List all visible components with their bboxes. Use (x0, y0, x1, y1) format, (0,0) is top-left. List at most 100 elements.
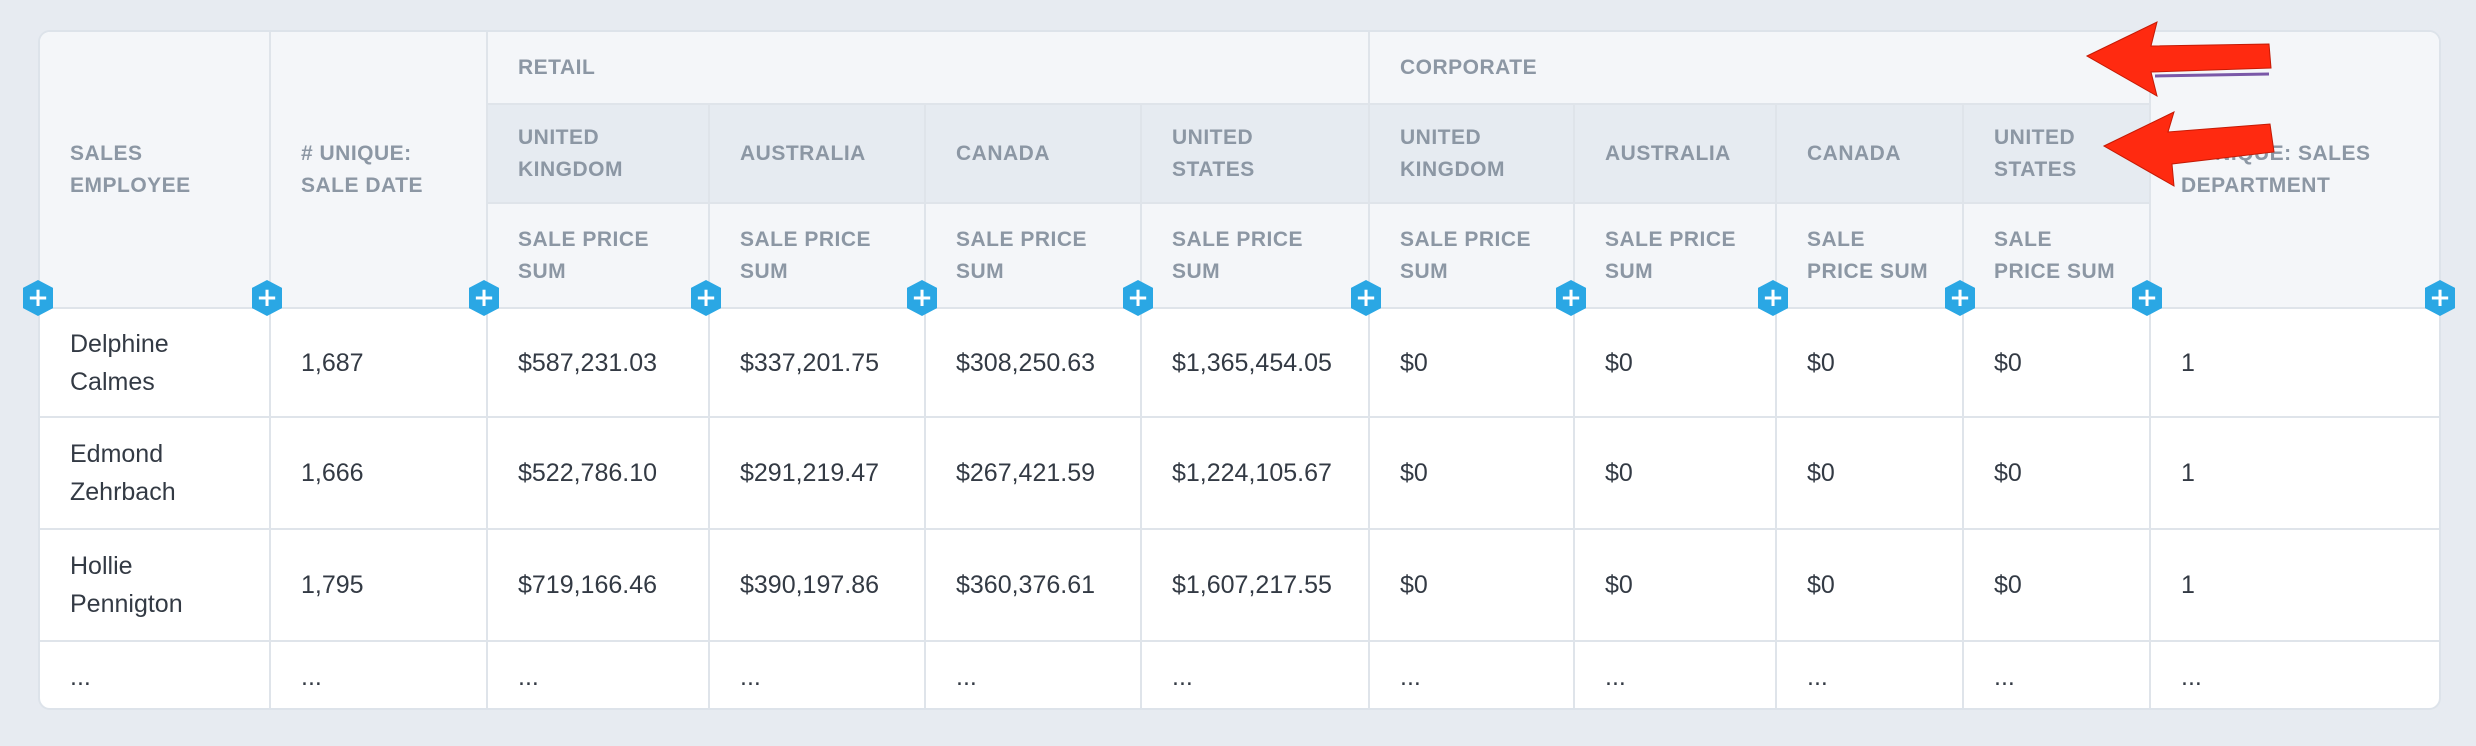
add-column-plus-icon[interactable]: + (2132, 280, 2162, 316)
country-header-text: UNITED KINGDOM (518, 125, 623, 181)
employee-name-cell: Delphine Calmes (40, 307, 269, 418)
pivot-table: SALES EMPLOYEE # UNIQUE: SALE DATE # UNIQU… (38, 30, 2441, 710)
country-header[interactable]: UNITED KINGDOM (1368, 105, 1573, 204)
table-cell: 1,795 (269, 530, 486, 642)
table-cell-text: $0 (1994, 348, 2022, 377)
employee-name-cell: ... (40, 642, 269, 708)
add-column-plus-icon[interactable]: + (907, 280, 937, 316)
table-cell: $0 (1775, 418, 1962, 530)
table-cell: 1 (2149, 418, 2439, 530)
add-column-plus-icon[interactable]: + (469, 280, 499, 316)
header-unique-sale-date[interactable]: # UNIQUE: SALE DATE (269, 32, 486, 307)
table-cell-text: ... (301, 663, 322, 691)
table-cell: $0 (1962, 530, 2149, 642)
country-header[interactable]: UNITED KINGDOM (486, 105, 708, 204)
employee-name-cell-text: Edmond Zehrbach (70, 440, 176, 506)
table-cell-text: 1,795 (301, 571, 364, 599)
country-header-text: CANADA (956, 141, 1050, 165)
table-cell-text: $0 (1605, 571, 1633, 599)
table-cell-text: $0 (1605, 348, 1633, 377)
measure-header-sale-price-sum[interactable]: SALE PRICE SUM (1775, 204, 1962, 307)
country-header[interactable]: CANADA (1775, 105, 1962, 204)
measure-header-sale-price-sum[interactable]: SALE PRICE SUM (1140, 204, 1368, 307)
group-header-retail-text: RETAIL (518, 55, 596, 79)
table-cell-text: ... (518, 663, 539, 691)
country-header[interactable]: UNITED STATES (1962, 105, 2149, 204)
table-cell: $0 (1962, 418, 2149, 530)
add-column-plus-icon[interactable]: + (2425, 280, 2455, 316)
red-arrow-icon (2085, 21, 2272, 98)
table-cell-text: ... (1400, 663, 1421, 691)
measure-header-sale-price-sum[interactable]: SALE PRICE SUM (924, 204, 1140, 307)
table-cell: $587,231.03 (486, 307, 708, 418)
add-column-plus-icon[interactable]: + (1351, 280, 1381, 316)
country-header-text: UNITED STATES (1994, 125, 2077, 181)
table-cell-text: ... (1172, 663, 1193, 691)
table-cell-text: ... (740, 663, 761, 691)
add-column-plus-icon[interactable]: + (691, 280, 721, 316)
measure-header-sale-price-sum-text: SALE PRICE SUM (518, 227, 650, 283)
table-cell: $291,219.47 (708, 418, 924, 530)
table-cell-text: 1 (2181, 571, 2195, 599)
country-header[interactable]: AUSTRALIA (708, 105, 924, 204)
header-sales-employee[interactable]: SALES EMPLOYEE (40, 32, 269, 307)
header-unique-sales-department[interactable]: # UNIQUE: SALES DEPARTMENT (2149, 32, 2439, 307)
table-cell-text: $0 (1400, 348, 1428, 377)
table-cell-text: $719,166.46 (518, 571, 658, 599)
table-cell: ... (1962, 642, 2149, 708)
table-cell-text: $308,250.63 (956, 348, 1096, 377)
measure-header-sale-price-sum[interactable]: SALE PRICE SUM (1368, 204, 1573, 307)
employee-name-cell: Edmond Zehrbach (40, 418, 269, 530)
country-header[interactable]: AUSTRALIA (1573, 105, 1775, 204)
table-cell: $1,224,105.67 (1140, 418, 1368, 530)
table-cell: ... (1573, 642, 1775, 708)
table-cell: ... (2149, 642, 2439, 708)
table-cell: $0 (1573, 530, 1775, 642)
measure-header-sale-price-sum-text: SALE PRICE SUM (956, 227, 1088, 283)
group-header-retail[interactable]: RETAIL (486, 32, 1368, 105)
measure-header-sale-price-sum[interactable]: SALE PRICE SUM (486, 204, 708, 307)
add-column-plus-icon[interactable]: + (1945, 280, 1975, 316)
header-sales-employee-text: SALES EMPLOYEE (70, 141, 191, 197)
table-cell-text: 1 (2181, 459, 2195, 487)
table-cell-text: $291,219.47 (740, 459, 880, 487)
table-cell-text: $267,421.59 (956, 459, 1096, 487)
table-cell: $0 (1573, 307, 1775, 418)
table-cell: $0 (1368, 307, 1573, 418)
group-header-corporate-text: CORPORATE (1400, 55, 1538, 79)
add-column-plus-icon[interactable]: + (1123, 280, 1153, 316)
add-column-plus-icon[interactable]: + (1758, 280, 1788, 316)
table-cell-text: $1,365,454.05 (1172, 348, 1332, 377)
group-header-corporate[interactable]: CORPORATE (1368, 32, 2149, 105)
table-cell-text: ... (2181, 663, 2202, 691)
country-header[interactable]: UNITED STATES (1140, 105, 1368, 204)
table-cell: 1 (2149, 530, 2439, 642)
table-cell: 1 (2149, 307, 2439, 418)
table-cell-text: 1,666 (301, 459, 364, 487)
table-cell: ... (1140, 642, 1368, 708)
country-header[interactable]: CANADA (924, 105, 1140, 204)
add-column-plus-icon[interactable]: + (1556, 280, 1586, 316)
table-cell-text: $587,231.03 (518, 348, 658, 377)
measure-header-sale-price-sum[interactable]: SALE PRICE SUM (1962, 204, 2149, 307)
table-cell: ... (924, 642, 1140, 708)
table-cell: ... (1775, 642, 1962, 708)
table-cell: $390,197.86 (708, 530, 924, 642)
table-cell: ... (1368, 642, 1573, 708)
table-cell: ... (486, 642, 708, 708)
measure-header-sale-price-sum[interactable]: SALE PRICE SUM (1573, 204, 1775, 307)
table-cell-text: $0 (1807, 571, 1835, 599)
table-cell-text: $0 (1605, 459, 1633, 487)
table-cell-text: $0 (1994, 459, 2022, 487)
table-cell: $719,166.46 (486, 530, 708, 642)
measure-header-sale-price-sum-text: SALE PRICE SUM (1400, 227, 1532, 283)
measure-header-sale-price-sum-text: SALE PRICE SUM (1605, 227, 1737, 283)
red-arrow-icon (2102, 111, 2275, 187)
table-cell-text: 1 (2181, 348, 2195, 377)
table-cell: $0 (1775, 530, 1962, 642)
table-cell-text: $337,201.75 (740, 348, 880, 377)
add-column-plus-icon[interactable]: + (23, 280, 53, 316)
employee-name-cell-text: ... (70, 663, 91, 691)
measure-header-sale-price-sum[interactable]: SALE PRICE SUM (708, 204, 924, 307)
add-column-plus-icon[interactable]: + (252, 280, 282, 316)
